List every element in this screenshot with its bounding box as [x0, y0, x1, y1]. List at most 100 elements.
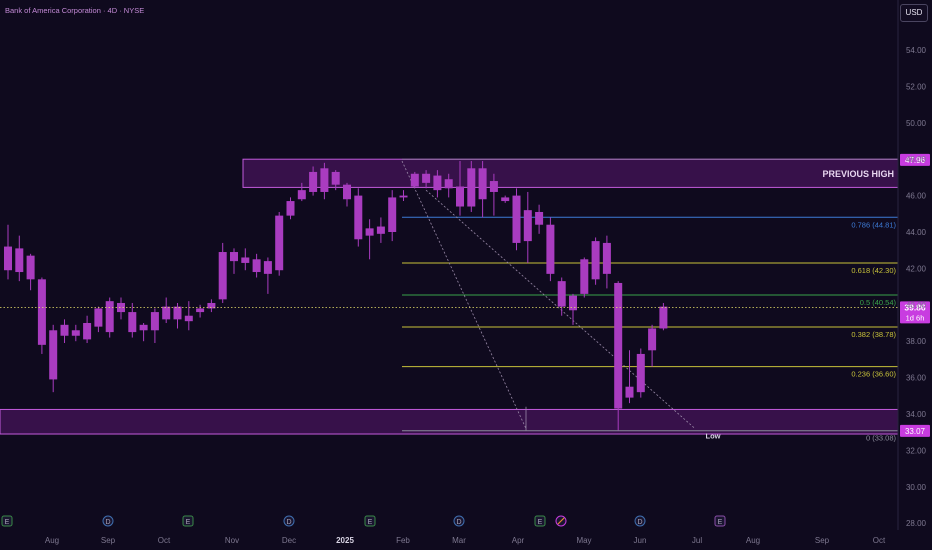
candle-body [207, 302, 216, 309]
fib-label-0.236: 0.236 (36.60) [851, 370, 896, 379]
candle-body [354, 195, 363, 240]
y-tick-label: 52.00 [906, 82, 927, 91]
candle-body [196, 308, 205, 313]
candle [399, 190, 408, 202]
candle [331, 170, 340, 191]
fib-label-0.382: 0.382 (38.78) [851, 330, 896, 339]
x-tick-label: Dec [282, 536, 296, 545]
candle [456, 161, 464, 216]
y-tick-label: 34.00 [906, 410, 927, 419]
candle-body [150, 312, 159, 331]
candle-body [489, 181, 498, 192]
x-tick-label: Oct [158, 536, 171, 545]
candle [501, 195, 510, 203]
dividend-marker [453, 515, 465, 527]
x-tick-label: Sep [815, 536, 830, 545]
earnings-marker [714, 515, 726, 527]
candle [71, 324, 80, 342]
candle [37, 277, 46, 354]
candle-body [433, 175, 442, 191]
event-letter: E [718, 519, 723, 526]
candle [275, 211, 284, 276]
candle-body [636, 353, 645, 393]
candle-body [37, 279, 46, 345]
y-tick-label: 48.00 [906, 155, 927, 164]
candle-body [343, 184, 351, 200]
candle [263, 257, 272, 294]
candle [523, 191, 532, 263]
candle-body [139, 324, 148, 331]
candle-body [648, 328, 657, 351]
zone-price-label: 33.07 [905, 427, 926, 436]
dividend-marker [634, 515, 646, 527]
y-tick-label: 40.00 [906, 301, 927, 310]
candle-body [591, 241, 600, 280]
y-tick-label: 36.00 [906, 374, 927, 383]
candle [422, 170, 431, 189]
event-marker-dividend: D [102, 515, 114, 527]
candle-body [309, 171, 318, 192]
candle [388, 190, 397, 242]
dividend-marker [283, 515, 295, 527]
candle-body [71, 330, 80, 336]
y-tick-label: 42.00 [906, 264, 927, 273]
candle [309, 166, 318, 196]
event-letter: E [5, 519, 10, 526]
candle-body [557, 281, 566, 307]
candle-body [365, 228, 374, 236]
earnings-marker [1, 515, 13, 527]
candle-body [286, 201, 295, 216]
candle [60, 319, 69, 344]
candle [512, 188, 521, 251]
event-marker-earnings: E [534, 515, 546, 527]
candle-body [625, 386, 634, 398]
candle [478, 161, 487, 218]
candle [557, 277, 566, 316]
axis-layer: 54.00 52.00 50.00 48.00 46.00 44.00 42.00 40.00… [45, 0, 927, 545]
candle [184, 301, 193, 331]
candle [83, 315, 92, 344]
candle-body [184, 315, 193, 322]
candle [196, 304, 205, 318]
x-tick-label: Aug [746, 536, 760, 545]
candle [354, 188, 363, 247]
x-tick-label: Aug [45, 536, 59, 545]
candle-body [218, 252, 227, 300]
event-letter: D [105, 519, 110, 526]
fib-layer: 0.786 (44.81) 0.618 (42.30) 0.5 (40.54) 0.3… [402, 158, 898, 443]
candle-body [275, 215, 284, 271]
event-marker-earnings-upcoming: E [714, 515, 726, 527]
candle [128, 302, 137, 338]
candle [410, 171, 419, 189]
candle [49, 324, 58, 393]
candle [230, 248, 238, 274]
candle-body [388, 197, 397, 232]
x-tick-label: Feb [396, 536, 410, 545]
zone-rect [0, 408, 899, 435]
candle [569, 293, 577, 325]
candle-body [241, 257, 250, 263]
y-tick-label: 38.00 [906, 337, 927, 346]
split-marker [555, 515, 567, 527]
x-tick-label: Oct [873, 536, 886, 545]
candle-body [162, 306, 171, 320]
candle-body [297, 190, 306, 200]
candle [105, 297, 114, 338]
y-tick-label: 44.00 [906, 228, 927, 237]
x-tick-label: Jun [634, 536, 647, 545]
candle [139, 323, 148, 342]
candle [467, 161, 476, 212]
candle [433, 170, 442, 198]
event-marker-dividend: D [634, 515, 646, 527]
y-tick-label: 46.00 [906, 192, 927, 201]
candle [614, 281, 623, 431]
low-label: Low [706, 432, 721, 441]
candle [489, 173, 498, 216]
currency-button[interactable]: USD [900, 4, 928, 22]
candle-body [444, 179, 453, 189]
candle [150, 308, 159, 344]
y-tick-label: 54.00 [906, 46, 927, 55]
